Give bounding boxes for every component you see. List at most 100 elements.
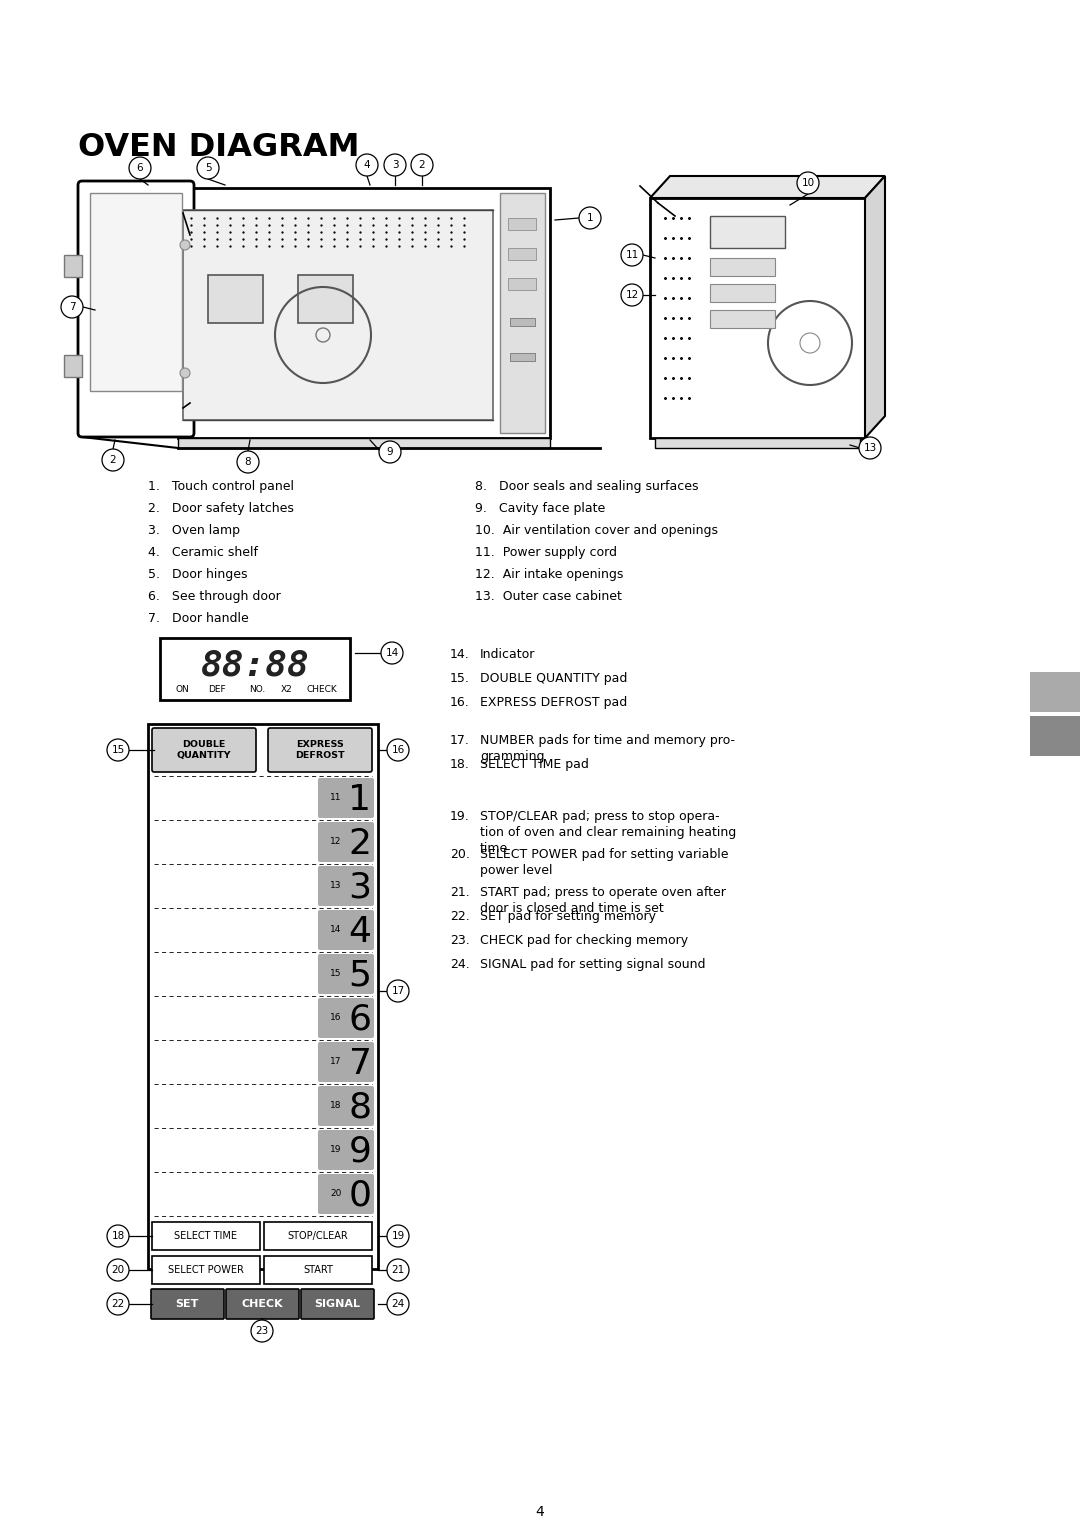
Text: 22.: 22. [450,911,470,923]
Text: EXPRESS
DEFROST: EXPRESS DEFROST [295,740,345,759]
Bar [90,193,183,391]
Bar [500,193,545,432]
Circle shape [180,368,190,377]
Text: 13.  Outer case cabinet: 13. Outer case cabinet [475,590,622,604]
Bar [710,284,775,303]
FancyBboxPatch shape [226,1290,299,1319]
Circle shape [387,740,409,761]
Bar [1030,672,1080,712]
Circle shape [579,206,600,229]
FancyBboxPatch shape [148,724,378,1268]
Text: START: START [303,1265,333,1274]
Circle shape [180,240,190,251]
Text: SET: SET [175,1299,199,1309]
Text: 8: 8 [245,457,252,468]
Bar [508,248,536,260]
Circle shape [384,154,406,176]
Text: SET pad for setting memory: SET pad for setting memory [480,911,656,923]
Text: 9.   Cavity face plate: 9. Cavity face plate [475,503,605,515]
Text: 23.: 23. [450,934,470,947]
Text: 12.  Air intake openings: 12. Air intake openings [475,568,623,581]
Bar [510,318,535,325]
FancyBboxPatch shape [318,866,374,906]
Text: 22: 22 [111,1299,124,1309]
Text: 2.   Door safety latches: 2. Door safety latches [148,503,294,515]
FancyBboxPatch shape [318,1174,374,1215]
Bar [1030,717,1080,756]
Text: 2: 2 [349,827,372,860]
Text: SELECT TIME pad: SELECT TIME pad [480,758,589,772]
Text: 23: 23 [255,1326,269,1335]
FancyBboxPatch shape [151,1290,224,1319]
FancyBboxPatch shape [268,727,372,772]
Text: DOUBLE
QUANTITY: DOUBLE QUANTITY [177,740,231,759]
Text: 16: 16 [391,746,405,755]
Text: START pad; press to operate oven after
door is closed and time is set: START pad; press to operate oven after d… [480,886,726,915]
FancyBboxPatch shape [78,180,194,437]
Bar [710,258,775,277]
FancyBboxPatch shape [152,727,256,772]
Text: 7: 7 [69,303,76,312]
Text: 12: 12 [330,837,341,847]
FancyBboxPatch shape [318,1086,374,1126]
Text: 20.: 20. [450,848,470,860]
Text: X2: X2 [281,685,293,694]
Circle shape [107,1259,129,1280]
Bar [298,275,353,322]
Text: 17: 17 [391,986,405,996]
Circle shape [197,157,219,179]
Text: 19: 19 [330,1146,341,1155]
Text: 16.: 16. [450,695,470,709]
Bar [178,188,550,439]
Text: SELECT POWER pad for setting variable
power level: SELECT POWER pad for setting variable po… [480,848,729,877]
Bar [64,255,82,277]
Text: STOP/CLEAR pad; press to stop opera-
tion of oven and clear remaining heating
ti: STOP/CLEAR pad; press to stop opera- tio… [480,810,737,856]
Text: 19.: 19. [450,810,470,824]
Bar [178,439,550,448]
Bar [650,199,865,439]
Circle shape [859,437,881,458]
Circle shape [107,740,129,761]
Bar [508,278,536,290]
Text: 21: 21 [391,1265,405,1274]
Text: NUMBER pads for time and memory pro-
gramming: NUMBER pads for time and memory pro- gra… [480,733,735,762]
Bar [264,1256,372,1284]
Text: 4: 4 [536,1505,544,1519]
Bar [264,1222,372,1250]
Bar [710,215,785,248]
Text: 7: 7 [349,1047,372,1080]
Text: OVEN DIAGRAM: OVEN DIAGRAM [78,131,360,163]
Text: 2: 2 [419,160,426,170]
FancyBboxPatch shape [318,1131,374,1170]
Text: 15: 15 [111,746,124,755]
Text: 9: 9 [387,448,393,457]
Text: 18.: 18. [450,758,470,772]
Text: SELECT TIME: SELECT TIME [175,1232,238,1241]
Polygon shape [650,176,885,199]
FancyBboxPatch shape [318,911,374,950]
Text: ON: ON [175,685,189,694]
Circle shape [621,284,643,306]
Text: 20: 20 [330,1189,341,1198]
Text: 1.   Touch control panel: 1. Touch control panel [148,480,294,494]
Bar [64,354,82,377]
Text: 11: 11 [625,251,638,260]
Text: DEF: DEF [208,685,226,694]
Bar [654,439,860,448]
Text: 19: 19 [391,1232,405,1241]
Text: 7.   Door handle: 7. Door handle [148,613,248,625]
Text: 8: 8 [349,1091,372,1125]
Bar [710,310,775,329]
Text: 20: 20 [111,1265,124,1274]
Circle shape [107,1293,129,1316]
Circle shape [60,296,83,318]
Text: 13: 13 [863,443,877,452]
Text: 1: 1 [349,782,372,817]
Text: 15: 15 [330,969,341,978]
Text: CHECK: CHECK [241,1299,283,1309]
Text: Indicator: Indicator [480,648,536,662]
Text: CHECK: CHECK [307,685,337,694]
Text: 10.  Air ventilation cover and openings: 10. Air ventilation cover and openings [475,524,718,536]
Text: NO.: NO. [248,685,265,694]
Circle shape [621,244,643,266]
